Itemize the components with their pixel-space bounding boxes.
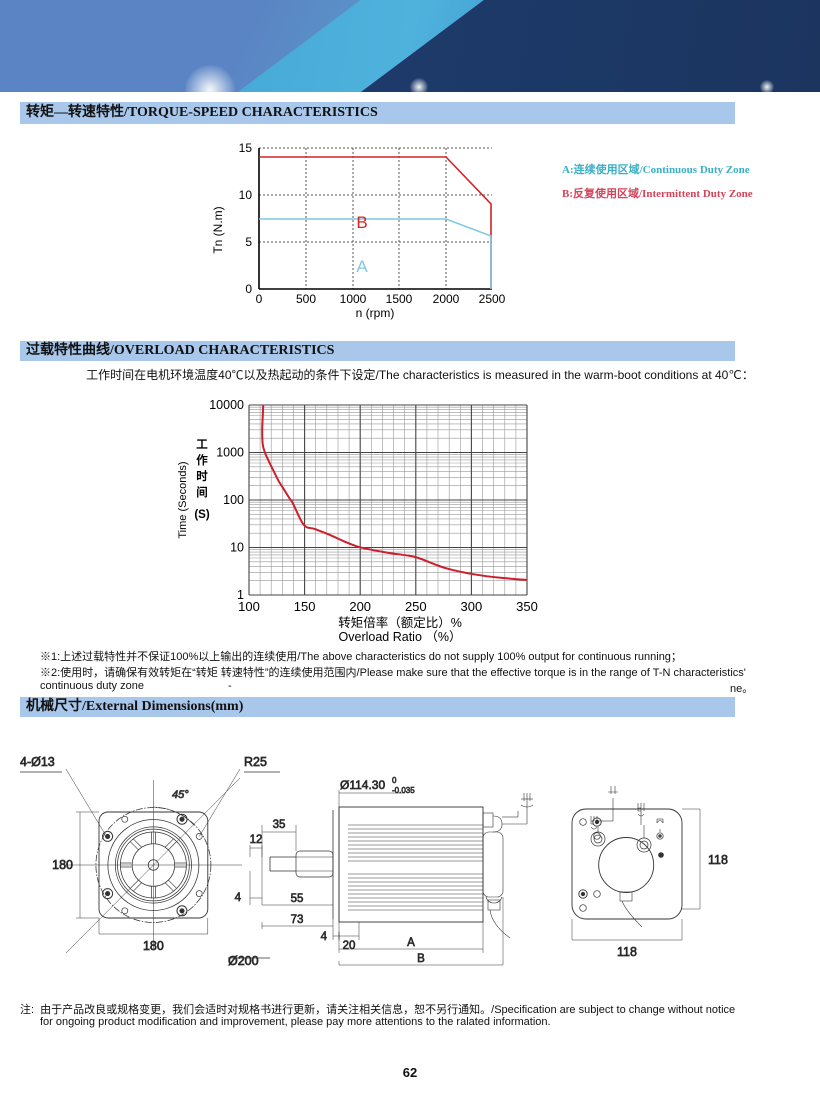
svg-text:4: 4 [235,892,242,904]
svg-text:A: A [407,937,415,949]
svg-text:45°: 45° [172,789,189,801]
svg-text:180: 180 [52,858,73,872]
svg-text:180: 180 [143,939,164,953]
svg-text:55: 55 [291,893,304,905]
svg-text:12: 12 [250,834,263,846]
svg-text:Ø114.30: Ø114.30 [340,778,385,792]
svg-text:4: 4 [321,931,328,943]
svg-text:B: B [417,953,425,965]
svg-text:73: 73 [291,914,304,926]
svg-text:Ø200: Ø200 [228,954,259,968]
svg-text:0: 0 [392,776,397,785]
svg-text:-0.035: -0.035 [392,786,415,795]
svg-text:118: 118 [708,853,728,867]
svg-text:20: 20 [343,940,356,952]
svg-text:118: 118 [617,945,637,959]
svg-text:R25: R25 [244,755,267,769]
svg-text:35: 35 [273,819,286,831]
svg-text:4-Ø13: 4-Ø13 [20,755,55,769]
